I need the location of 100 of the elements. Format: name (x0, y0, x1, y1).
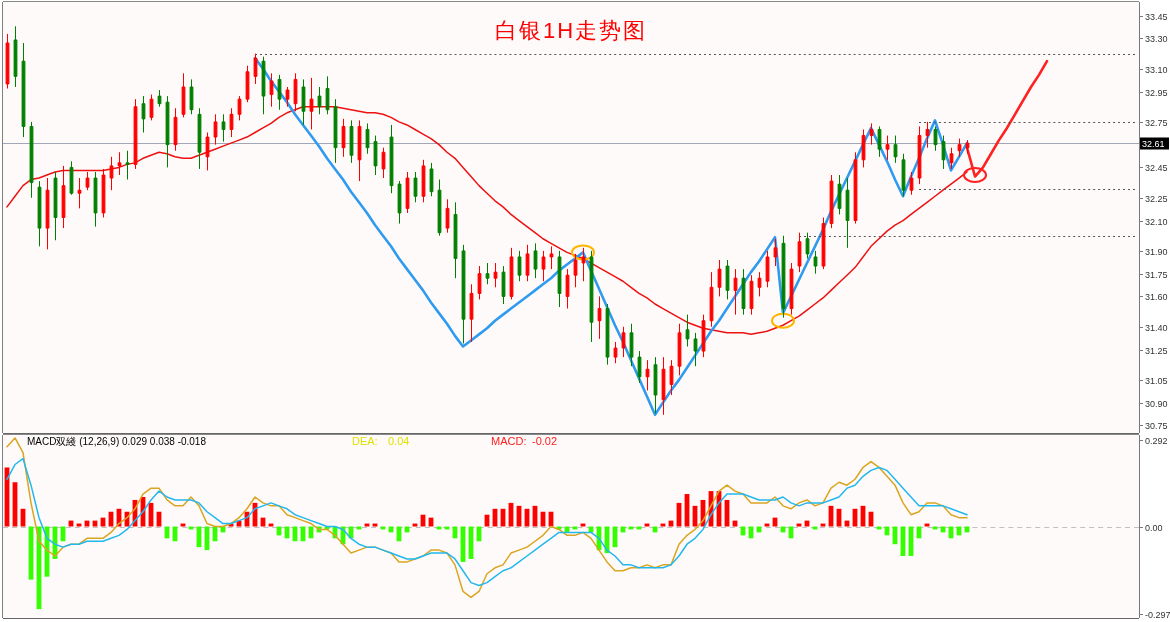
candlestick (277, 74, 282, 111)
candlestick (629, 323, 634, 367)
candlestick (77, 177, 82, 209)
candlestick (141, 95, 146, 134)
candlestick (557, 250, 562, 308)
candlestick (605, 303, 610, 366)
candlestick (813, 250, 818, 275)
candlestick (597, 295, 602, 340)
annotation: -0.02 (532, 435, 558, 447)
candlestick (677, 323, 682, 376)
candlestick (157, 89, 162, 108)
candlestick (261, 56, 266, 115)
candlestick (861, 128, 866, 168)
candlestick (149, 94, 154, 121)
y-tick-label: 32.95 (1145, 87, 1168, 98)
candlestick (589, 250, 594, 343)
candlestick (181, 72, 186, 118)
candlestick (525, 244, 530, 282)
candlestick (253, 53, 258, 85)
candlestick (781, 235, 786, 319)
candlestick (917, 125, 922, 185)
candlestick (413, 171, 418, 203)
y-tick-label: 32.45 (1145, 162, 1168, 173)
candlestick (493, 262, 498, 288)
candlestick (717, 259, 722, 297)
candlestick (837, 174, 842, 215)
candlestick (309, 77, 314, 130)
y-tick-label: 32.10 (1145, 216, 1168, 227)
candlestick (821, 217, 826, 270)
candlestick (197, 107, 202, 170)
candlestick (653, 356, 658, 414)
y-tick-label: 31.75 (1145, 269, 1168, 280)
candlestick (581, 247, 586, 282)
candlestick (933, 125, 938, 152)
candlestick (621, 326, 626, 358)
candlestick (133, 98, 138, 170)
candlestick (69, 160, 74, 196)
candlestick (5, 33, 10, 89)
candlestick (269, 72, 274, 108)
y-tick-label: -0.297 (1145, 609, 1170, 620)
candlestick (829, 174, 834, 229)
candlestick (893, 135, 898, 164)
candlestick (21, 42, 26, 138)
candlestick (541, 250, 546, 282)
candlestick (37, 180, 42, 247)
candlestick (29, 121, 34, 199)
candlestick (165, 95, 170, 168)
candlestick (333, 98, 338, 164)
candlestick (285, 86, 290, 108)
candlestick (925, 121, 930, 149)
candlestick (245, 65, 250, 103)
candlestick (517, 250, 522, 282)
candlestick (341, 118, 346, 158)
candlestick (93, 171, 98, 228)
y-tick-label: 31.90 (1145, 246, 1168, 257)
candlestick (885, 135, 890, 161)
y-tick-label: 0.292 (1145, 435, 1168, 446)
candlestick (213, 113, 218, 146)
text: 白银1H走势图 (494, 18, 648, 43)
candlestick (429, 162, 434, 197)
y-tick-label: 31.40 (1145, 322, 1168, 333)
y-tick-label: 31.05 (1145, 375, 1168, 386)
candlestick (45, 177, 50, 250)
candlestick (477, 265, 482, 300)
candlestick (357, 119, 362, 182)
candlestick (13, 25, 18, 88)
candlestick (173, 107, 178, 152)
candlestick (869, 122, 874, 146)
candlestick (301, 78, 306, 126)
y-tick-label: 32.75 (1145, 117, 1168, 128)
candlestick (637, 350, 642, 384)
candlestick (645, 359, 650, 392)
annotation: MACD: (491, 435, 527, 447)
candlestick (797, 232, 802, 273)
candlestick (397, 180, 402, 225)
candlestick (949, 147, 954, 170)
candlestick (61, 165, 66, 229)
y-tick-label: 30.90 (1145, 398, 1168, 409)
candlestick (317, 86, 322, 115)
candlestick (941, 135, 946, 170)
candlestick (877, 125, 882, 158)
candlestick (461, 244, 466, 344)
candlestick (229, 107, 234, 138)
candlestick (693, 332, 698, 367)
candlestick (509, 247, 514, 300)
candlestick (325, 75, 330, 115)
candlestick (757, 271, 762, 297)
annotation: DEA: (352, 435, 378, 447)
candlestick (469, 283, 474, 343)
candlestick (485, 262, 490, 285)
y-tick-label: 0.00 (1145, 522, 1163, 533)
candlestick (421, 159, 426, 203)
candlestick (845, 177, 850, 249)
candlestick (365, 122, 370, 155)
candlestick (749, 274, 754, 316)
candlestick (221, 113, 226, 143)
candlestick (901, 153, 906, 197)
candlestick (349, 119, 354, 164)
candlestick (957, 138, 962, 158)
candlestick (773, 238, 778, 267)
